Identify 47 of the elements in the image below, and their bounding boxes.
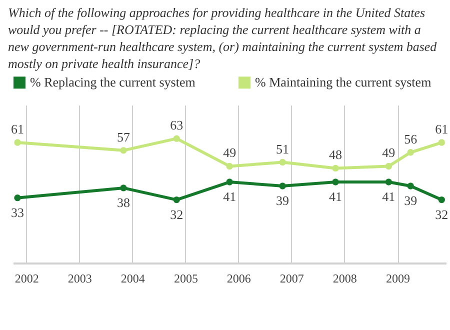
legend-label: % Maintaining the current system — [255, 74, 432, 90]
data-label: 63 — [170, 118, 184, 133]
point — [332, 164, 339, 172]
data-label: 41 — [382, 189, 396, 204]
data-label: 48 — [329, 147, 342, 162]
x-tick-label: 2007 — [280, 272, 304, 286]
data-label: 51 — [276, 141, 290, 156]
x-tick-label: 2003 — [68, 272, 92, 286]
data-label: 61 — [11, 122, 24, 137]
point — [120, 184, 127, 192]
point — [407, 149, 414, 156]
point — [226, 162, 233, 170]
point — [279, 182, 286, 190]
data-label: 41 — [329, 189, 342, 204]
data-label: 39 — [404, 192, 418, 208]
point — [385, 178, 392, 186]
chart-title: Which of the following approaches for providing healthcare in the United States would you prefer -- [ROTATED: replacing the current healthcare system with a new government-run healthcare system, (or) maintaining the current system based mostly on private health insurance]? — [7, 4, 438, 72]
data-label: 38 — [116, 194, 130, 210]
data-label: 56 — [404, 131, 418, 146]
point — [438, 139, 445, 146]
data-label: 61 — [435, 122, 448, 137]
data-label: 33 — [11, 204, 24, 220]
point — [279, 158, 286, 166]
data-label: 32 — [435, 206, 448, 222]
x-tick-label: 2008 — [332, 272, 357, 286]
point — [407, 182, 414, 190]
x-tick-label: 2009 — [386, 272, 410, 286]
point — [226, 178, 233, 186]
data-label: 57 — [116, 129, 130, 144]
data-label: 39 — [276, 192, 290, 208]
point — [14, 194, 21, 202]
x-tick-label: 2006 — [226, 272, 251, 286]
x-tick-label: 2004 — [120, 272, 145, 286]
point — [332, 178, 339, 186]
point — [120, 147, 127, 154]
x-tick-label: 2005 — [174, 272, 198, 286]
legend-label: % Replacing the current system — [30, 74, 196, 90]
point — [14, 139, 21, 146]
point — [438, 196, 445, 204]
point — [173, 196, 180, 204]
data-label: 49 — [223, 145, 236, 160]
point — [385, 162, 392, 170]
data-label: 32 — [170, 206, 184, 222]
data-label: 49 — [382, 145, 396, 160]
data-label: 41 — [223, 189, 236, 204]
point — [173, 135, 180, 142]
x-tick-label: 2002 — [14, 272, 39, 286]
